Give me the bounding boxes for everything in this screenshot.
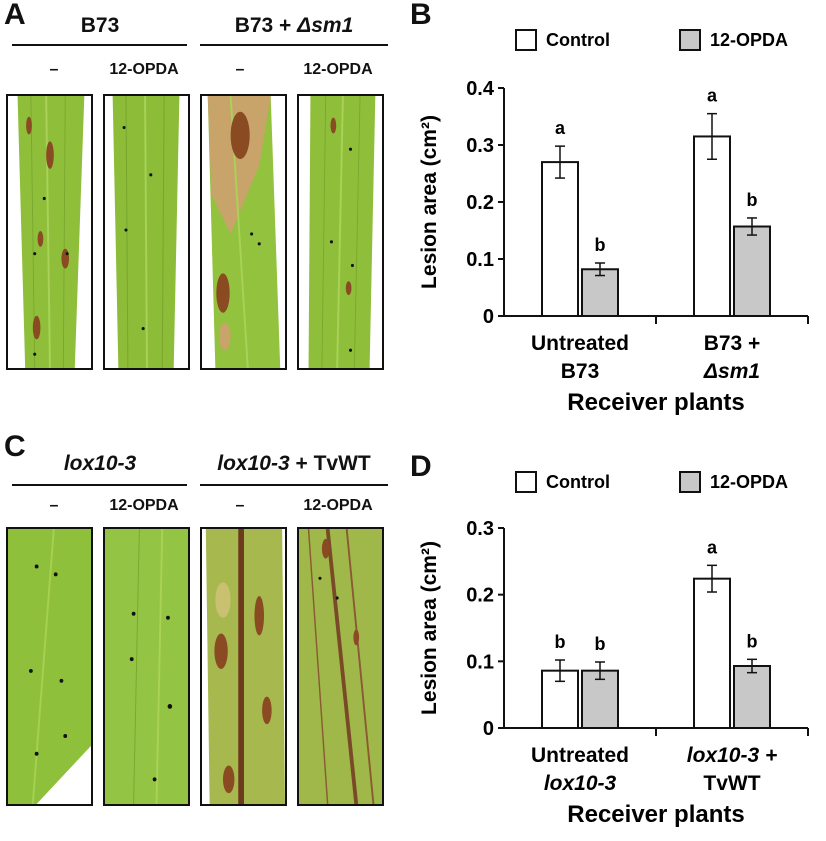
bar — [693, 135, 731, 317]
bar — [693, 577, 731, 729]
bar — [733, 665, 771, 729]
leaf-image — [6, 94, 93, 370]
legend-swatch — [679, 471, 701, 493]
y-tick-label: 0.3 — [466, 518, 494, 540]
group-title-b73: B73 — [14, 14, 186, 38]
significance-letter: a — [707, 537, 718, 557]
panel-letter-b: B — [410, 0, 432, 31]
treatment-label: 12-OPDA — [303, 497, 373, 514]
significance-letter: b — [595, 235, 606, 255]
group-title-b73-dsm1: B73 + Δsm1 — [200, 14, 388, 38]
y-tick-label: 0.2 — [466, 585, 494, 607]
panel-letter-c: C — [4, 430, 26, 463]
y-tick-label: 0.3 — [466, 135, 494, 157]
significance-letter: a — [555, 118, 566, 138]
leaf-image — [297, 527, 384, 806]
legend-label: 12-OPDA — [710, 472, 788, 492]
category-label: B73 — [561, 360, 600, 383]
leaf-image — [103, 94, 190, 370]
category-label: lox10-3 + — [687, 744, 777, 767]
x-axis-label: Receiver plants — [567, 389, 744, 416]
leaf-image — [6, 527, 93, 806]
y-tick-label: 0 — [483, 306, 494, 328]
treatment-label: 12-OPDA — [109, 61, 179, 78]
group-rule — [12, 44, 187, 46]
chart-d: Control 12-OPDA 0 0.1 0.2 0.3 Lesion area (cm²… — [410, 460, 822, 836]
group-title-lox10-3-tvwt: lox10-3 + TvWT — [196, 452, 392, 476]
category-label: Untreated — [531, 332, 629, 355]
group-rule — [200, 484, 388, 486]
significance-letter: b — [747, 190, 758, 210]
y-axis-label: Lesion area (cm²) — [418, 115, 441, 289]
group-rule — [200, 44, 388, 46]
bar — [581, 268, 619, 317]
y-tick-label: 0.2 — [466, 192, 494, 214]
y-tick-label: 0.1 — [466, 651, 494, 673]
category-label: lox10-3 — [544, 772, 617, 795]
panel-letter-d: D — [410, 450, 432, 483]
legend-swatch — [515, 29, 537, 51]
group-rule — [12, 484, 187, 486]
leaf-image — [200, 527, 287, 806]
category-label: TvWT — [703, 772, 760, 795]
x-axis-label: Receiver plants — [567, 801, 744, 828]
significance-letter: a — [707, 86, 718, 106]
treatment-label: – — [49, 61, 59, 78]
bar-chart-d: Control 12-OPDA 0 0.1 0.2 0.3 Lesion area (cm²… — [418, 471, 809, 828]
group-title-lox10-3: lox10-3 — [14, 452, 186, 476]
group-title-text: B73 + — [234, 14, 298, 37]
legend-label: Control — [546, 472, 610, 492]
bar — [541, 161, 579, 317]
category-label: Δsm1 — [703, 360, 760, 383]
legend-swatch — [515, 471, 537, 493]
category-label: Untreated — [531, 744, 629, 767]
treatment-label: – — [235, 497, 245, 514]
group-title-text: B73 — [80, 14, 120, 37]
y-axis-label: Lesion area (cm²) — [418, 541, 441, 715]
significance-letter: b — [747, 631, 758, 651]
legend-label: 12-OPDA — [710, 30, 788, 50]
treatment-label: 12-OPDA — [109, 497, 179, 514]
group-title-text: + TvWT — [289, 452, 371, 475]
group-title-italic: lox10-3 — [217, 452, 290, 475]
y-tick-label: 0 — [483, 718, 494, 740]
significance-letter: b — [555, 632, 566, 652]
category-label: B73 + — [704, 332, 761, 355]
bar — [733, 225, 771, 317]
chart-b: Control 12-OPDA 0 0.1 0.2 0.3 0.4 Lesion area (… — [410, 20, 822, 420]
significance-letter: b — [595, 634, 606, 654]
bar-chart-b: Control 12-OPDA 0 0.1 0.2 0.3 0.4 Lesion area (… — [418, 29, 809, 416]
leaf-image — [103, 527, 190, 806]
treatment-label: 12-OPDA — [303, 61, 373, 78]
leaf-image — [200, 94, 287, 370]
group-title-italic: Δsm1 — [297, 14, 354, 37]
legend-label: Control — [546, 30, 610, 50]
y-tick-label: 0.1 — [466, 249, 494, 271]
leaf-image — [297, 94, 384, 370]
y-tick-label: 0.4 — [466, 78, 495, 100]
legend-swatch — [679, 29, 701, 51]
treatment-label: – — [49, 497, 59, 514]
treatment-label: – — [235, 61, 245, 78]
group-title-italic: lox10-3 — [63, 452, 137, 475]
panel-letter-a: A — [4, 0, 26, 31]
